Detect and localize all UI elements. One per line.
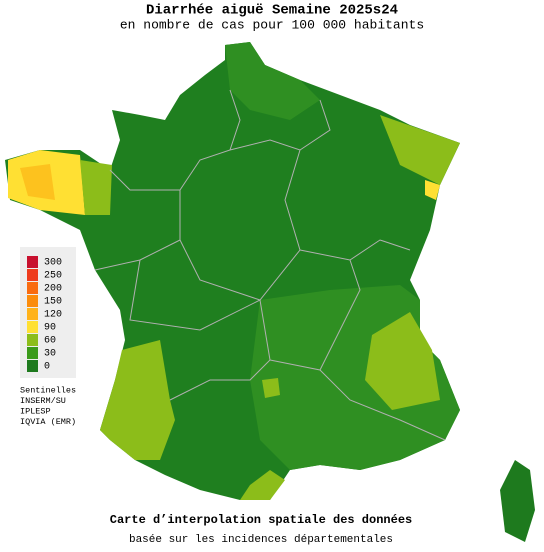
legend-swatch	[27, 256, 38, 268]
legend-swatch	[27, 360, 38, 372]
legend-swatch	[27, 347, 38, 359]
source-label: INSERM/SU	[20, 396, 66, 406]
source-label: IQVIA (EMR)	[20, 417, 76, 427]
france-map	[5, 42, 535, 542]
legend-label: 200	[44, 284, 62, 295]
legend-label: 0	[44, 362, 50, 373]
legend-label: 120	[44, 310, 62, 321]
footer-line: basée sur les incidences départementales	[129, 534, 393, 546]
legend-label: 90	[44, 323, 56, 334]
legend-label: 30	[44, 349, 56, 360]
legend-swatch	[27, 308, 38, 320]
legend-label: 300	[44, 258, 62, 269]
legend-swatch	[27, 295, 38, 307]
legend-swatch	[27, 334, 38, 346]
legend-label: 250	[44, 271, 62, 282]
legend-label: 60	[44, 336, 56, 347]
subtitle: en nombre de cas pour 100 000 habitants	[120, 17, 424, 32]
legend-swatch	[27, 282, 38, 294]
legend-swatch	[27, 321, 38, 333]
source-label: Sentinelles	[20, 385, 76, 395]
source-label: IPLESP	[20, 406, 51, 416]
legend-label: 150	[44, 297, 62, 308]
legend-swatch	[27, 269, 38, 281]
title: Diarrhée aiguë Semaine 2025s24	[146, 3, 398, 19]
footer-line: Carte d’interpolation spatiale des donné…	[110, 513, 412, 527]
